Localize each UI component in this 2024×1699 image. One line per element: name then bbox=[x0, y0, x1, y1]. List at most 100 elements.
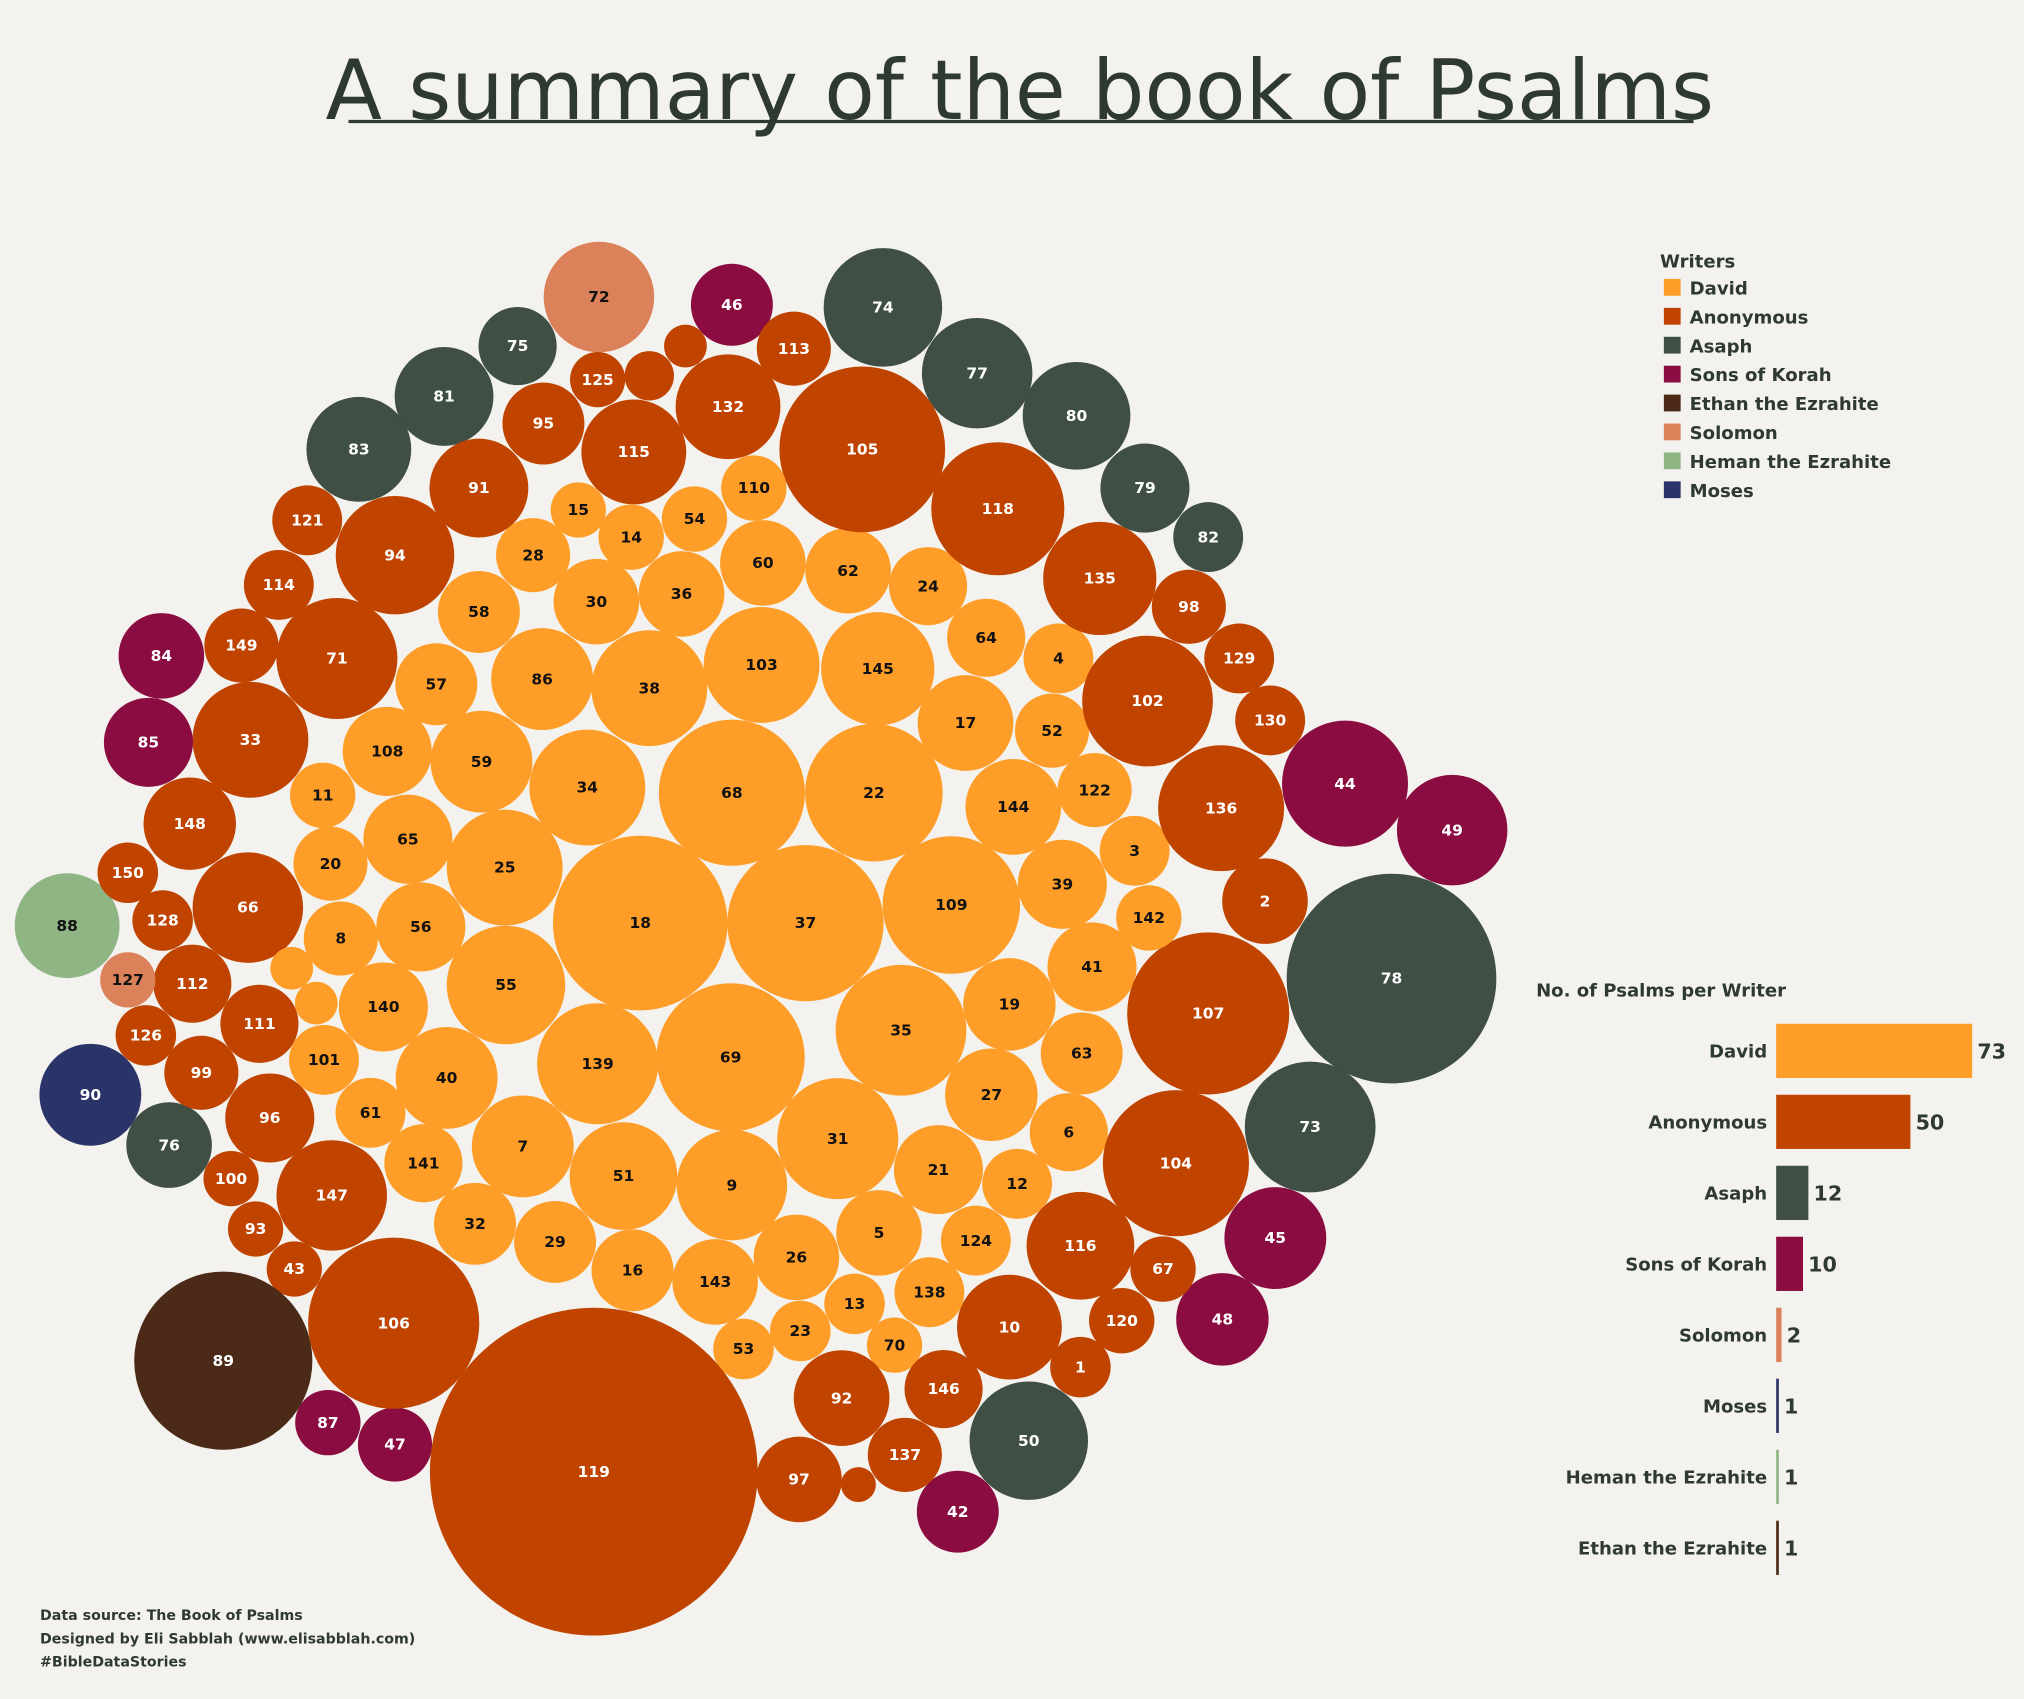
psalm-bubble-142: 142 bbox=[1116, 885, 1182, 951]
bar bbox=[1776, 1449, 1779, 1504]
bubble-label: 107 bbox=[1192, 1005, 1224, 1023]
bubble-label: 19 bbox=[999, 996, 1021, 1014]
bubble-circle bbox=[1047, 922, 1137, 1012]
bubble-label: 146 bbox=[927, 1380, 959, 1398]
bubble-circle bbox=[394, 347, 494, 446]
bubble-label: 32 bbox=[464, 1215, 486, 1233]
psalm-bubble-124: 124 bbox=[940, 1205, 1011, 1276]
psalm-bubble-92: 92 bbox=[793, 1350, 890, 1446]
bubble-label: 71 bbox=[326, 650, 348, 668]
bubble-circle bbox=[550, 482, 606, 538]
psalm-bubble-145: 145 bbox=[821, 612, 935, 726]
bubble-label: 130 bbox=[1254, 712, 1287, 730]
bubble-label: 50 bbox=[1018, 1432, 1040, 1450]
bubble-circle bbox=[969, 1381, 1089, 1500]
psalm-bubble-140: 140 bbox=[338, 962, 428, 1052]
bubble-label: 78 bbox=[1381, 970, 1403, 988]
bubble-label: 120 bbox=[1106, 1312, 1139, 1330]
bubble-circle bbox=[164, 1035, 239, 1110]
psalm-bubble-33: 33 bbox=[192, 681, 309, 798]
bubble-label: 101 bbox=[308, 1051, 340, 1069]
bubble-label: 62 bbox=[837, 562, 859, 580]
bubble-circle bbox=[882, 836, 1021, 974]
psalm-bubble-55: 55 bbox=[446, 925, 566, 1045]
bubble-circle bbox=[384, 1124, 463, 1203]
psalm-bubble-60: 60 bbox=[720, 520, 806, 606]
psalm-bubble-104: 104 bbox=[1102, 1090, 1250, 1237]
bubble-label: 140 bbox=[367, 998, 400, 1016]
bubble-circle bbox=[1082, 635, 1213, 767]
psalm-bubble-39: 39 bbox=[1017, 839, 1107, 929]
bubble-circle bbox=[437, 571, 520, 653]
bubble-label: 9 bbox=[727, 1176, 738, 1194]
bubble-label: 10 bbox=[999, 1318, 1021, 1336]
psalm-bubble-82: 82 bbox=[1173, 502, 1244, 573]
bubble-circle bbox=[100, 952, 156, 1008]
bubble-circle bbox=[1176, 1273, 1269, 1366]
legend-label: David bbox=[1690, 278, 1748, 299]
psalm-bubble-31: 31 bbox=[777, 1078, 899, 1200]
bubble-circle bbox=[703, 606, 820, 723]
bubble-circle bbox=[904, 1349, 983, 1429]
bubble-label: 39 bbox=[1052, 876, 1074, 894]
psalm-bubble-112: 112 bbox=[153, 944, 232, 1023]
bubble-circle bbox=[395, 1027, 498, 1129]
bubble-circle bbox=[676, 1129, 788, 1241]
bubble-label: 11 bbox=[312, 786, 334, 804]
bubble-label: 46 bbox=[721, 296, 743, 314]
bubble-circle bbox=[720, 520, 806, 606]
legend-item-heman-the-ezrahite: Heman the Ezrahite bbox=[1663, 452, 1891, 473]
bubble-circle bbox=[638, 551, 725, 637]
psalm-bubble-125: 125 bbox=[570, 352, 626, 408]
bubble-circle bbox=[203, 1151, 259, 1207]
psalm-bubble-54: 54 bbox=[661, 486, 728, 552]
bar bbox=[1776, 1378, 1779, 1433]
bubble-label: 85 bbox=[138, 734, 160, 752]
psalm-bubble-9: 9 bbox=[676, 1129, 788, 1241]
psalm-bubble-132: 132 bbox=[675, 354, 781, 460]
bubble-label: 2 bbox=[1260, 892, 1271, 910]
bubble-label: 59 bbox=[471, 753, 493, 771]
bubble-label: 15 bbox=[568, 501, 590, 519]
bubble-circle bbox=[134, 1271, 313, 1450]
bubble-circle bbox=[947, 598, 1026, 677]
bar-chart-title: No. of Psalms per Writer bbox=[1536, 981, 1786, 1002]
bubble-circle bbox=[514, 1200, 597, 1283]
bar-row-moses: Moses 1 bbox=[1703, 1378, 1798, 1433]
psalm-bubble-76: 76 bbox=[126, 1102, 212, 1188]
bubble-label: 30 bbox=[586, 593, 608, 611]
bubble-circle bbox=[132, 890, 193, 951]
bubble-label: 91 bbox=[468, 479, 490, 497]
legend-title: Writers bbox=[1660, 251, 1735, 272]
psalm-bubble-122: 122 bbox=[1057, 753, 1132, 828]
psalm-bubble-85: 85 bbox=[103, 697, 193, 787]
bar-row-asaph: Asaph 12 bbox=[1704, 1165, 1842, 1220]
bubble-label: 63 bbox=[1071, 1045, 1093, 1063]
bubble-label: 75 bbox=[507, 337, 529, 355]
psalm-bubble-133 bbox=[294, 981, 338, 1025]
legend-swatch bbox=[1663, 452, 1681, 470]
psalm-bubble-136: 136 bbox=[1158, 745, 1285, 872]
bubble-label: 128 bbox=[146, 912, 178, 930]
psalm-bubble-134 bbox=[664, 324, 707, 368]
psalm-bubble-11: 11 bbox=[290, 762, 356, 828]
psalm-bubble-64: 64 bbox=[947, 598, 1026, 677]
bubble-circle bbox=[1023, 623, 1094, 694]
bubble-circle bbox=[889, 547, 968, 626]
bubble-label: 137 bbox=[889, 1446, 921, 1464]
psalm-bubble-48: 48 bbox=[1176, 1273, 1269, 1366]
bubble-circle bbox=[97, 842, 159, 903]
legend-item-david: David bbox=[1663, 278, 1748, 299]
bubble-circle bbox=[395, 643, 478, 726]
bubble-circle bbox=[430, 710, 533, 813]
bubble-circle bbox=[293, 826, 368, 901]
psalm-bubble-126: 126 bbox=[115, 1005, 177, 1066]
bubble-circle bbox=[115, 1005, 177, 1066]
psalm-bubble-4: 4 bbox=[1023, 623, 1094, 694]
bubble-label: 56 bbox=[410, 918, 432, 936]
psalm-bubble-49: 49 bbox=[1396, 774, 1508, 886]
legend-item-solomon: Solomon bbox=[1663, 423, 1778, 444]
bubble-circle bbox=[1026, 1191, 1135, 1300]
psalm-bubble-150: 150 bbox=[97, 842, 159, 903]
psalm-bubble-19: 19 bbox=[963, 958, 1056, 1051]
